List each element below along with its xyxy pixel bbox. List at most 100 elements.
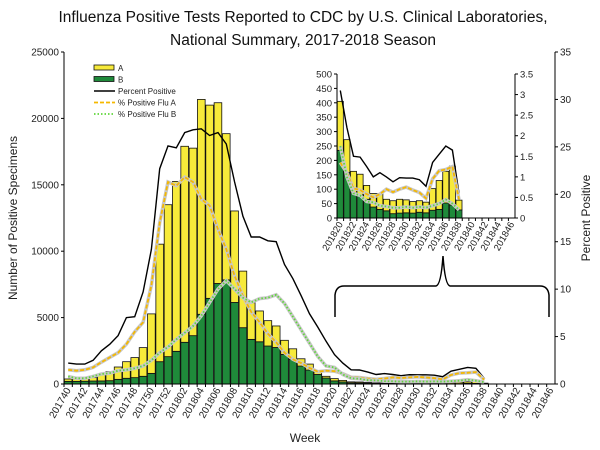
bar-a-201823 — [355, 381, 364, 384]
bar-a-201824 — [363, 382, 372, 384]
bar-a-201801 — [172, 181, 181, 352]
bar-b-201827 — [383, 210, 390, 219]
bar-a-201740 — [63, 378, 73, 382]
bar-a-201751 — [155, 243, 164, 363]
y-tick-label: 10000 — [31, 247, 59, 258]
bar-b-201838 — [455, 209, 463, 219]
bar-a-201752 — [163, 204, 173, 358]
bar-b-201750 — [147, 372, 156, 385]
bar-b-201746 — [113, 378, 123, 385]
bar-a-201834 — [429, 188, 437, 211]
chart-title-line-1: Influenza Positive Tests Reported to CDC… — [58, 9, 547, 26]
bar-b-201801 — [172, 350, 181, 385]
bar-b-201752 — [163, 356, 173, 385]
bar-a-201806 — [213, 102, 223, 284]
bar-b-201831 — [409, 212, 417, 219]
x-axis-label: Week — [290, 431, 321, 445]
y-tick-label: 50 — [321, 199, 332, 210]
bar-a-201836 — [463, 381, 472, 384]
legend: AB Percent Positive % Positive Flu A % Posi… — [93, 64, 176, 119]
bar-b-201804 — [197, 313, 206, 385]
bar-b-201832 — [415, 211, 423, 219]
y2-tick-label: 30 — [560, 95, 572, 106]
y2-tick-label: 5 — [560, 332, 566, 343]
bar-a-201821 — [338, 379, 348, 383]
bar-b-201805 — [205, 297, 214, 385]
bar-b-201809 — [238, 327, 248, 385]
bar-a-201835 — [435, 180, 443, 210]
y-tick-label: 100 — [316, 185, 332, 196]
bar-a-201836 — [442, 170, 450, 204]
bar-b-201748 — [130, 377, 139, 385]
bar-b-201819 — [321, 377, 331, 385]
y2-tick-label: 25 — [560, 142, 572, 153]
y-tick-label: 15000 — [31, 180, 59, 191]
bar-b-201812 — [263, 345, 273, 385]
y-tick-label: 5000 — [37, 313, 60, 324]
bar-a-201803 — [188, 147, 198, 337]
legend-label-positive-flu-a: % Positive Flu A — [118, 99, 176, 108]
y-tick-label: 25000 — [31, 48, 59, 59]
bar-b-201830 — [402, 212, 410, 219]
y2-tick-label: 35 — [560, 48, 572, 59]
bar-b-201814 — [280, 353, 289, 385]
bar-b-201829 — [396, 212, 404, 219]
legend-swatch-b — [93, 76, 115, 82]
bar-b-201751 — [155, 361, 164, 385]
bar-a-201749 — [138, 347, 148, 377]
line-positive-flu-a — [339, 162, 460, 200]
y-tick-label: 200 — [316, 156, 332, 167]
y2-tick-label: 10 — [560, 285, 572, 296]
y-tick-label: 450 — [316, 84, 332, 95]
y-tick-label: 0 — [327, 214, 332, 225]
inset-chart: 0 50 100 150 200 250 300 350 400 450 500 0 0.5 1 1.5 2 2… — [305, 64, 545, 264]
legend-label-b: B — [118, 76, 123, 85]
y-tick-label: 400 — [316, 98, 332, 109]
y2-tick-label: 1 — [520, 172, 525, 183]
bar-a-201750 — [147, 313, 156, 374]
bar-b-201833 — [422, 212, 430, 219]
y2-tick-label: 20 — [560, 190, 572, 201]
y-tick-label: 350 — [316, 113, 332, 124]
y-tick-label: 20000 — [31, 114, 59, 125]
y2-axis-label: Percent Positive — [579, 174, 593, 261]
bar-b-201807 — [222, 279, 231, 385]
line-percent-positive — [68, 128, 485, 379]
legend-label-a: A — [118, 64, 124, 73]
y-tick-label: 0 — [53, 380, 59, 391]
chart-title-line-2: National Summary, 2017-2018 Season — [170, 32, 436, 49]
bar-b-201815 — [288, 359, 298, 385]
line-positive-flu-b — [67, 279, 485, 383]
bar-b-201818 — [313, 374, 323, 385]
bar-b-201834 — [429, 209, 437, 219]
y2-tick-label: 0 — [520, 214, 525, 225]
line-positive-flu-a — [68, 176, 485, 381]
y2-tick-label: 2.5 — [520, 111, 533, 122]
y2-tick-label: 0.5 — [520, 193, 533, 204]
bar-b-201810 — [247, 338, 256, 385]
legend-swatch-a — [93, 64, 115, 71]
bar-b-201836 — [442, 202, 450, 219]
bar-b-201816 — [296, 365, 306, 385]
bar-a-201819 — [321, 375, 331, 379]
y2-tick-label: 0 — [560, 380, 566, 391]
legend-label-percent-positive: Percent Positive — [118, 87, 176, 96]
y2-tick-label: 3 — [520, 90, 525, 101]
bar-a-201808 — [230, 210, 239, 303]
bar-b-201802 — [180, 341, 189, 385]
line-positive-flu-b — [339, 145, 460, 211]
y-tick-label: 250 — [316, 142, 332, 153]
bar-b-201813 — [271, 347, 281, 385]
y2-tick-label: 2 — [520, 131, 525, 142]
bar-a-201802 — [180, 145, 189, 343]
y2-tick-label: 3.5 — [520, 70, 533, 81]
y-axis-label: Number of Positive Specimens — [6, 136, 20, 300]
bar-b-201749 — [138, 375, 148, 385]
bar-a-201820 — [336, 100, 344, 151]
y-tick-label: 500 — [316, 70, 332, 81]
bar-a-201820 — [330, 378, 339, 382]
bar-b-201828 — [389, 213, 397, 219]
bar-b-201811 — [255, 341, 264, 385]
bar-b-201817 — [305, 369, 314, 385]
